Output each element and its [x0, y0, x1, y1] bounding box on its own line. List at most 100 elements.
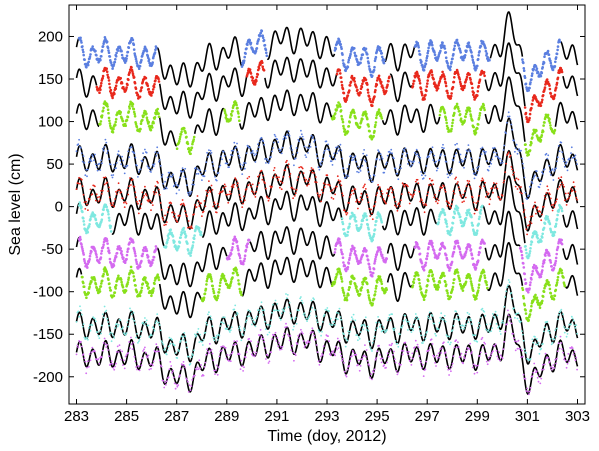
data-point	[209, 315, 212, 318]
data-point	[111, 176, 114, 179]
data-point	[81, 160, 84, 163]
data-point	[102, 176, 105, 179]
data-point	[99, 199, 102, 202]
data-point	[556, 278, 559, 282]
data-point	[342, 124, 345, 128]
data-point	[450, 92, 453, 95]
data-point	[279, 316, 281, 319]
data-point	[189, 226, 192, 229]
data-point	[119, 247, 122, 250]
data-point	[514, 185, 517, 188]
data-point	[215, 334, 218, 337]
data-point	[343, 294, 346, 297]
data-point	[236, 142, 238, 145]
data-point	[104, 310, 107, 313]
data-point	[83, 336, 86, 339]
data-point	[237, 154, 240, 157]
data-point	[107, 321, 109, 323]
data-point	[443, 44, 446, 48]
data-point	[446, 335, 449, 338]
data-point	[121, 119, 125, 123]
data-point	[156, 107, 159, 111]
data-point	[114, 327, 116, 329]
data-point	[195, 173, 198, 175]
data-point	[471, 168, 474, 171]
data-point	[377, 108, 381, 111]
data-point	[116, 189, 119, 192]
data-point	[166, 238, 169, 242]
data-point	[175, 147, 179, 150]
data-point	[526, 233, 528, 236]
data-point	[101, 193, 103, 195]
data-point	[138, 265, 142, 269]
data-point	[245, 245, 249, 249]
data-point	[514, 150, 516, 153]
data-point	[121, 285, 125, 289]
data-point	[132, 275, 136, 278]
data-point	[420, 60, 423, 63]
data-point	[336, 185, 338, 188]
data-point	[489, 160, 492, 163]
data-point	[165, 187, 168, 190]
data-point	[167, 206, 170, 209]
data-point	[428, 177, 431, 180]
data-point	[130, 313, 133, 316]
data-point	[563, 199, 566, 202]
data-point	[560, 209, 564, 213]
data-point	[485, 328, 487, 331]
data-point	[514, 179, 516, 182]
data-point	[444, 51, 448, 54]
data-point	[229, 280, 233, 284]
data-point	[249, 183, 252, 185]
data-point	[82, 285, 86, 289]
data-point	[164, 245, 168, 248]
data-point	[498, 325, 500, 328]
data-point	[256, 150, 258, 152]
data-point	[347, 60, 350, 64]
data-point	[243, 195, 245, 198]
data-point	[449, 65, 453, 68]
data-point	[289, 312, 292, 315]
data-point	[422, 177, 425, 180]
data-point	[247, 309, 250, 312]
data-point	[126, 188, 129, 191]
data-point	[389, 319, 392, 322]
data-point	[145, 116, 149, 119]
data-point	[190, 190, 193, 193]
data-point	[375, 83, 379, 86]
data-point	[371, 180, 374, 183]
data-point	[426, 51, 430, 55]
data-point	[379, 186, 381, 189]
data-point	[117, 182, 120, 185]
data-point	[266, 159, 269, 162]
data-point	[523, 272, 526, 276]
data-point	[107, 51, 111, 54]
series-4-points	[75, 111, 578, 201]
data-point	[435, 89, 439, 92]
data-point	[341, 286, 344, 290]
data-point	[278, 176, 280, 179]
data-point	[348, 256, 352, 260]
data-point	[338, 69, 342, 72]
data-point	[292, 328, 294, 331]
data-point	[528, 287, 531, 290]
data-point	[157, 278, 161, 282]
data-point	[153, 83, 156, 86]
data-point	[536, 343, 539, 346]
data-point	[231, 109, 234, 113]
data-point	[316, 157, 319, 160]
data-point	[114, 55, 118, 58]
data-point	[334, 247, 337, 251]
data-point	[352, 313, 355, 316]
data-point	[556, 198, 558, 201]
data-point	[150, 294, 153, 298]
data-point	[316, 321, 319, 324]
data-point	[372, 134, 375, 138]
data-point	[183, 127, 186, 130]
data-point	[458, 213, 461, 216]
data-point	[193, 349, 195, 352]
data-point	[542, 206, 545, 208]
data-point	[262, 174, 265, 177]
data-point	[180, 203, 183, 205]
data-point	[492, 151, 495, 154]
